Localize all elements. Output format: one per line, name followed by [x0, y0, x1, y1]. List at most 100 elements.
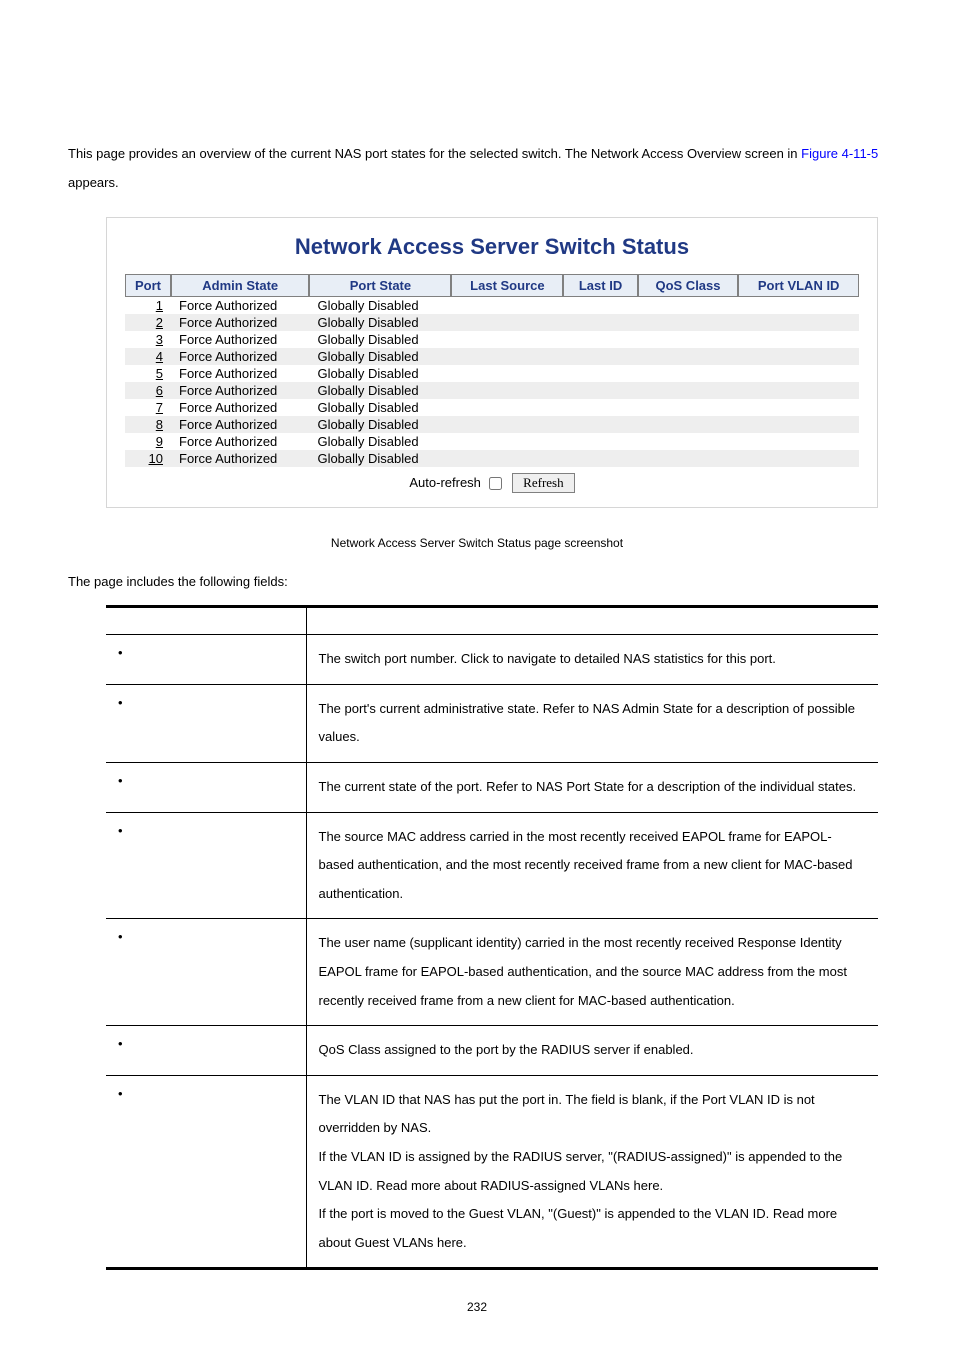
empty-cell — [638, 297, 739, 314]
empty-cell — [451, 382, 563, 399]
port-link[interactable]: 6 — [156, 383, 163, 398]
admin-state-cell: Force Authorized — [171, 365, 309, 382]
table-row: 9Force AuthorizedGlobally Disabled — [125, 433, 859, 450]
description-cell: The user name (supplicant identity) carr… — [306, 919, 878, 1026]
empty-cell — [638, 331, 739, 348]
port-link[interactable]: 4 — [156, 349, 163, 364]
description-cell: The VLAN ID that NAS has put the port in… — [306, 1075, 878, 1269]
port-state-cell: Globally Disabled — [309, 297, 451, 314]
port-cell: 3 — [125, 331, 171, 348]
admin-state-cell: Force Authorized — [171, 348, 309, 365]
port-link[interactable]: 8 — [156, 417, 163, 432]
status-header-cell: QoS Class — [638, 274, 739, 297]
empty-cell — [563, 382, 637, 399]
admin-state-cell: Force Authorized — [171, 433, 309, 450]
bullet-icon — [118, 823, 134, 838]
object-cell — [106, 812, 306, 919]
bullet-icon — [118, 773, 134, 788]
empty-cell — [563, 348, 637, 365]
table-row: The source MAC address carried in the mo… — [106, 812, 878, 919]
figure-reference-link[interactable]: Figure 4-11-5 — [801, 146, 878, 161]
intro-paragraph: This page provides an overview of the cu… — [68, 140, 886, 197]
auto-refresh-label: Auto-refresh — [409, 475, 481, 490]
port-cell: 9 — [125, 433, 171, 450]
table-row: The user name (supplicant identity) carr… — [106, 919, 878, 1026]
screenshot-caption: Network Access Server Switch Status page… — [68, 536, 886, 550]
status-header-cell: Port — [125, 274, 171, 297]
status-header-cell: Admin State — [171, 274, 309, 297]
empty-cell — [451, 314, 563, 331]
table-row: The VLAN ID that NAS has put the port in… — [106, 1075, 878, 1269]
empty-cell — [638, 433, 739, 450]
empty-cell — [638, 399, 739, 416]
port-cell: 7 — [125, 399, 171, 416]
port-cell: 10 — [125, 450, 171, 467]
port-state-cell: Globally Disabled — [309, 382, 451, 399]
port-link[interactable]: 1 — [156, 298, 163, 313]
table-row: 5Force AuthorizedGlobally Disabled — [125, 365, 859, 382]
empty-cell — [738, 297, 859, 314]
empty-cell — [563, 433, 637, 450]
refresh-button[interactable]: Refresh — [512, 473, 574, 493]
empty-cell — [638, 416, 739, 433]
admin-state-cell: Force Authorized — [171, 314, 309, 331]
description-cell: QoS Class assigned to the port by the RA… — [306, 1026, 878, 1076]
empty-cell — [738, 450, 859, 467]
port-link[interactable]: 7 — [156, 400, 163, 415]
status-header-cell: Port State — [309, 274, 451, 297]
empty-cell — [563, 297, 637, 314]
object-cell — [106, 919, 306, 1026]
table-row: 4Force AuthorizedGlobally Disabled — [125, 348, 859, 365]
port-link[interactable]: 3 — [156, 332, 163, 347]
description-cell: The source MAC address carried in the mo… — [306, 812, 878, 919]
description-cell: The switch port number. Click to navigat… — [306, 635, 878, 685]
admin-state-cell: Force Authorized — [171, 450, 309, 467]
port-link[interactable]: 10 — [149, 451, 163, 466]
empty-cell — [638, 314, 739, 331]
empty-cell — [738, 331, 859, 348]
port-cell: 4 — [125, 348, 171, 365]
table-row: The current state of the port. Refer to … — [106, 763, 878, 813]
status-header-cell: Last Source — [451, 274, 563, 297]
empty-cell — [451, 297, 563, 314]
table-row: 3Force AuthorizedGlobally Disabled — [125, 331, 859, 348]
table-row: 6Force AuthorizedGlobally Disabled — [125, 382, 859, 399]
table-row: 7Force AuthorizedGlobally Disabled — [125, 399, 859, 416]
table-row: The switch port number. Click to navigat… — [106, 635, 878, 685]
empty-cell — [738, 416, 859, 433]
port-cell: 8 — [125, 416, 171, 433]
description-cell: The port's current administrative state.… — [306, 684, 878, 762]
empty-cell — [563, 331, 637, 348]
empty-cell — [738, 433, 859, 450]
port-state-cell: Globally Disabled — [309, 450, 451, 467]
table-row: 1Force AuthorizedGlobally Disabled — [125, 297, 859, 314]
empty-cell — [563, 399, 637, 416]
port-cell: 5 — [125, 365, 171, 382]
port-link[interactable]: 9 — [156, 434, 163, 449]
empty-cell — [451, 365, 563, 382]
bullet-icon — [118, 1036, 134, 1051]
port-link[interactable]: 2 — [156, 315, 163, 330]
object-cell — [106, 684, 306, 762]
auto-refresh-controls: Auto-refresh Refresh — [125, 473, 859, 493]
empty-cell — [738, 314, 859, 331]
empty-cell — [738, 382, 859, 399]
fields-intro: The page includes the following fields: — [68, 574, 886, 589]
table-row: 2Force AuthorizedGlobally Disabled — [125, 314, 859, 331]
empty-cell — [638, 382, 739, 399]
empty-cell — [563, 450, 637, 467]
empty-cell — [563, 416, 637, 433]
intro-before: This page provides an overview of the cu… — [68, 146, 801, 161]
port-link[interactable]: 5 — [156, 366, 163, 381]
empty-cell — [738, 399, 859, 416]
auto-refresh-checkbox[interactable] — [489, 477, 502, 490]
empty-cell — [451, 416, 563, 433]
admin-state-cell: Force Authorized — [171, 331, 309, 348]
empty-cell — [638, 348, 739, 365]
description-cell: The current state of the port. Refer to … — [306, 763, 878, 813]
empty-cell — [451, 450, 563, 467]
status-header-cell: Last ID — [563, 274, 637, 297]
empty-cell — [638, 365, 739, 382]
bullet-icon — [118, 695, 134, 710]
status-panel: Network Access Server Switch Status Port… — [106, 217, 878, 508]
